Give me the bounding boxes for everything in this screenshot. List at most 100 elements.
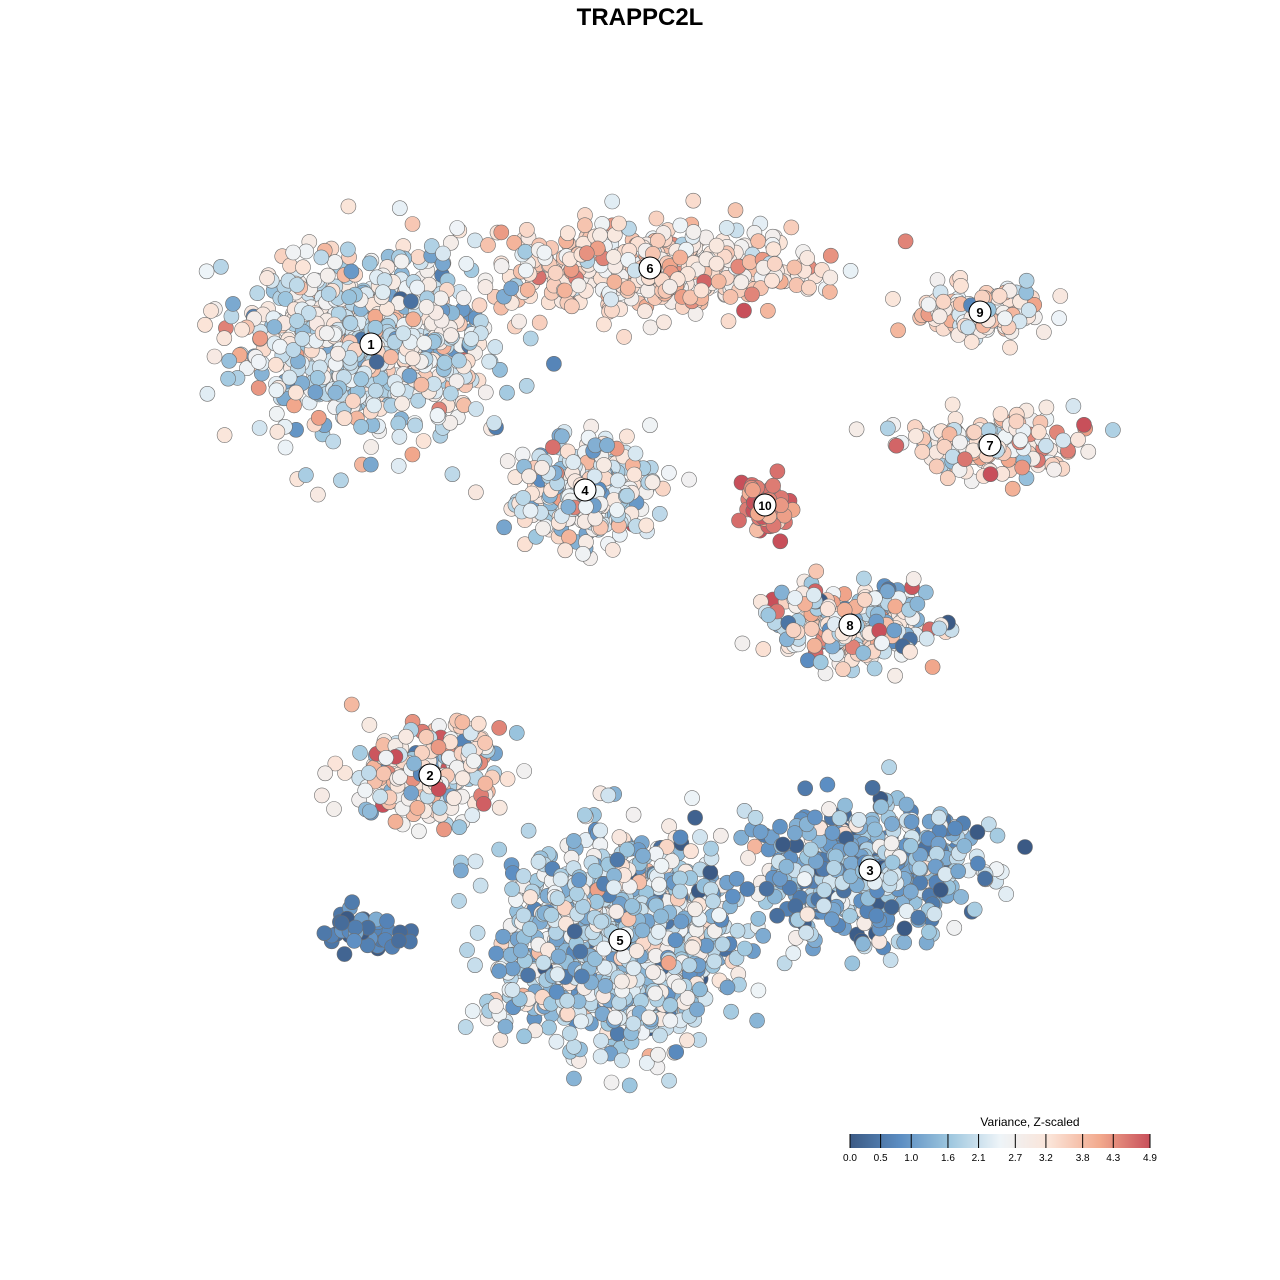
data-point [605, 879, 622, 896]
data-point [963, 334, 980, 350]
data-point [249, 285, 266, 302]
data-point [503, 280, 520, 297]
data-point [573, 1013, 589, 1030]
colorbar-tick-label: 1.0 [904, 1153, 918, 1164]
data-point [896, 920, 913, 937]
data-point [491, 799, 508, 816]
data-point [747, 809, 764, 826]
data-point [687, 901, 703, 918]
data-point [518, 262, 534, 279]
data-point [787, 590, 803, 606]
data-point [252, 330, 269, 347]
data-point [823, 911, 840, 928]
data-point [604, 193, 621, 210]
data-point [970, 855, 986, 872]
data-point [469, 925, 486, 941]
data-point [429, 407, 446, 424]
data-point [1076, 416, 1092, 433]
data-point [637, 303, 653, 320]
data-point [644, 474, 661, 491]
data-point [749, 1012, 765, 1029]
points-layer [197, 192, 1121, 1094]
data-point [333, 915, 350, 931]
data-point [611, 829, 628, 845]
data-point [736, 302, 752, 319]
data-point [953, 277, 969, 294]
data-point [391, 428, 408, 445]
data-point [856, 591, 873, 608]
data-point [367, 382, 384, 399]
data-point [1038, 399, 1055, 416]
data-point [902, 838, 919, 854]
data-point [457, 1019, 474, 1035]
data-point [336, 946, 353, 962]
data-point [1038, 437, 1054, 454]
data-point [626, 466, 643, 483]
data-point [431, 799, 448, 816]
data-point [465, 753, 482, 769]
data-point [596, 457, 612, 473]
data-point [341, 289, 357, 306]
data-point [844, 955, 861, 972]
data-point [672, 249, 689, 266]
data-point [454, 770, 471, 787]
data-point [608, 903, 625, 920]
data-point [268, 356, 284, 373]
data-point [549, 966, 566, 983]
data-point [648, 210, 665, 227]
data-point [481, 353, 498, 370]
data-point [662, 1012, 679, 1029]
data-point [401, 367, 418, 384]
data-point [471, 297, 488, 314]
data-point [515, 868, 532, 884]
data-point [593, 913, 610, 930]
cluster-label-badge [359, 332, 383, 356]
data-point [720, 313, 737, 330]
data-point [587, 863, 604, 879]
data-point [548, 984, 565, 1000]
data-point [718, 220, 735, 236]
data-point [593, 1033, 609, 1049]
data-point [708, 237, 725, 254]
data-point [330, 345, 346, 362]
data-point [361, 717, 378, 733]
cluster-label-5: 5 [608, 928, 632, 952]
data-point [944, 396, 961, 413]
data-point [911, 860, 928, 877]
data-point [340, 198, 357, 215]
data-point [418, 729, 435, 745]
data-point [797, 780, 814, 797]
data-point [625, 806, 642, 823]
data-point [781, 879, 798, 896]
data-point [272, 338, 288, 355]
data-point [712, 827, 729, 844]
data-point [234, 321, 250, 338]
data-point [917, 584, 934, 601]
data-point [546, 355, 562, 372]
cluster-label-6: 6 [638, 256, 662, 280]
colorbar-tick-label: 1.6 [941, 1153, 955, 1164]
data-point [436, 821, 452, 838]
data-point [873, 798, 889, 815]
data-point [661, 464, 677, 481]
data-point [744, 286, 760, 303]
data-point [518, 377, 535, 394]
data-point [266, 319, 283, 335]
data-point [459, 942, 475, 958]
data-point [206, 348, 223, 365]
data-point [662, 997, 679, 1014]
data-point [868, 907, 885, 924]
data-point [451, 819, 468, 836]
cluster-label-badge [978, 433, 1002, 457]
data-point [493, 224, 510, 241]
data-point [883, 899, 900, 915]
data-point [599, 437, 615, 454]
cluster-label-badge [838, 613, 862, 637]
data-point [316, 925, 333, 942]
data-point [563, 298, 580, 315]
data-point [492, 1032, 509, 1048]
data-point [521, 921, 538, 937]
data-point [603, 291, 619, 308]
data-point [516, 763, 533, 779]
data-point [337, 765, 353, 781]
